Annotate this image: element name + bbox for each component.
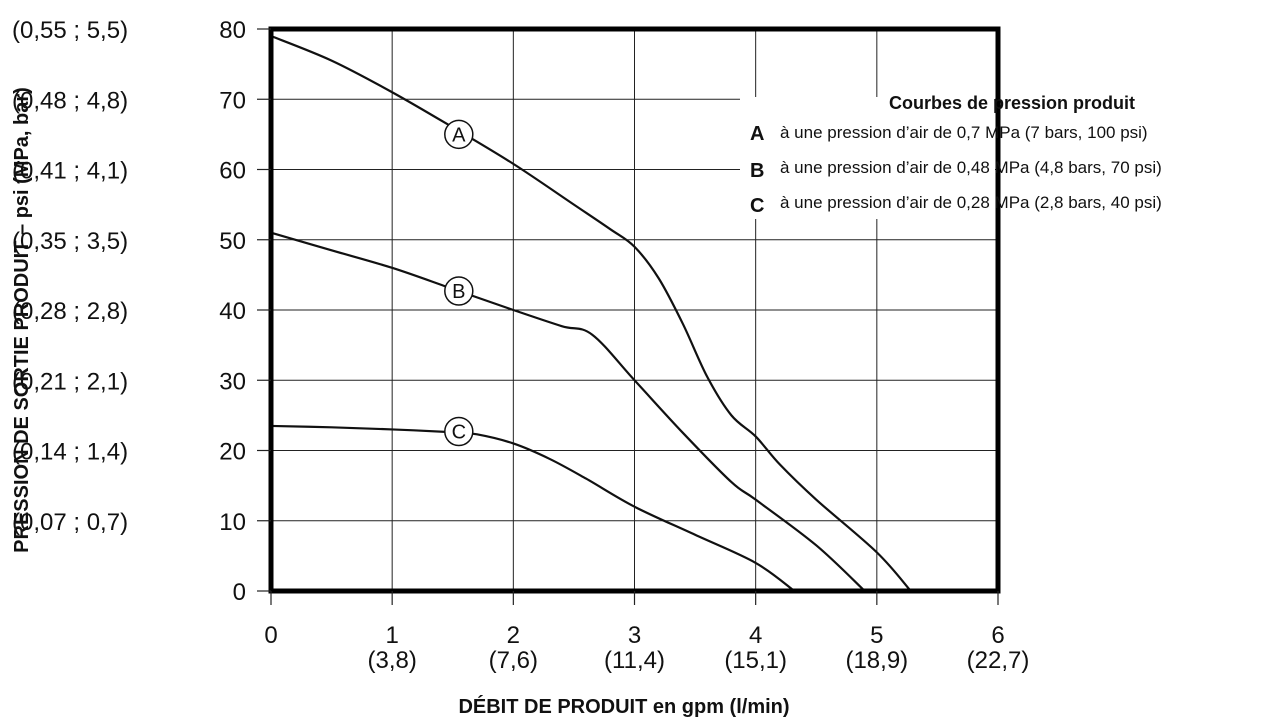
legend-key-b: B <box>750 160 764 182</box>
y-tick-alt-label: (0,35 ; 3,5) <box>12 228 128 255</box>
y-tick-alt-label: (0,41 ; 4,1) <box>12 158 128 185</box>
curve-marker-label-b: B <box>452 281 465 303</box>
y-tick-label: 50 <box>219 228 246 255</box>
x-tick-label: 2 <box>507 622 520 649</box>
x-tick-label: 0 <box>264 622 277 649</box>
y-tick-alt-label: (0,55 ; 5,5) <box>12 17 128 44</box>
x-tick-label: 5 <box>870 622 883 649</box>
legend-entry-b: à une pression d’air de 0,48 MPa (4,8 ba… <box>780 158 1162 177</box>
y-tick-label: 30 <box>219 368 246 395</box>
curve-c <box>270 424 796 592</box>
curve-marker-label-c: C <box>452 422 466 444</box>
y-axis-title: PRESSION DE SORTIE PRODUIT – psi (MPa, b… <box>11 87 33 553</box>
x-axis-ticks: 0 1(3,8) 2(7,6) 3(11,4) 4(15,1) 5(18,9) 6(22,7… <box>264 591 1029 674</box>
legend-background <box>740 97 995 219</box>
y-tick-alt-label: (0,14 ; 1,4) <box>12 439 128 466</box>
curve-marker-b <box>444 276 474 306</box>
legend-entry-c: à une pression d’air de 0,28 MPa (2,8 ba… <box>780 193 1162 212</box>
x-tick-label: 4 <box>749 622 762 649</box>
x-tick-sub-label: (11,4) <box>604 647 665 674</box>
x-tick-sub-label: (7,6) <box>489 647 538 674</box>
x-tick-sub-label: (18,9) <box>845 647 908 674</box>
legend-entry-a: à une pression d’air de 0,7 MPa (7 bars,… <box>780 123 1148 142</box>
y-tick-label: 80 <box>219 17 246 44</box>
x-axis-title: DÉBIT DE PRODUIT en gpm (l/min) <box>458 695 789 718</box>
y-tick-label: 60 <box>219 158 246 185</box>
y-tick-alt-label: (0,21 ; 2,1) <box>12 368 128 395</box>
x-tick-sub-label: (15,1) <box>724 647 787 674</box>
curve-markers: A B C <box>444 119 474 447</box>
curve-marker-a <box>444 119 474 150</box>
x-tick-label: 3 <box>628 622 641 649</box>
curve-marker-c <box>444 416 474 447</box>
y-tick-label: 40 <box>219 298 246 325</box>
curves <box>270 35 912 592</box>
x-tick-label: 6 <box>991 622 1004 649</box>
curve-b <box>270 231 866 592</box>
x-tick-sub-label: (3,8) <box>367 647 416 674</box>
y-tick-label: 20 <box>219 439 246 466</box>
legend-key-c: C <box>750 195 764 217</box>
curve-a <box>270 35 912 592</box>
y-tick-alt-label: (0,07 ; 0,7) <box>12 509 128 536</box>
y-tick-alt-label: (0,28 ; 2,8) <box>12 298 128 325</box>
grid <box>270 28 999 592</box>
legend-key-a: A <box>750 123 764 145</box>
x-tick-label: 1 <box>385 622 398 649</box>
curve-marker-label-a: A <box>452 124 466 146</box>
y-tick-label: 70 <box>219 87 246 114</box>
legend-title: Courbes de pression produit <box>889 93 1135 113</box>
y-tick-alt-label: (0,48 ; 4,8) <box>12 87 128 114</box>
y-axis-ticks: 0 10 (0,07 ; 0,7) 20 (0,14 ; 1,4) 30 (0,21 ; 2… <box>12 17 271 606</box>
x-tick-sub-label: (22,7) <box>967 647 1030 674</box>
y-tick-label: 0 <box>233 579 246 606</box>
y-tick-label: 10 <box>219 509 246 536</box>
